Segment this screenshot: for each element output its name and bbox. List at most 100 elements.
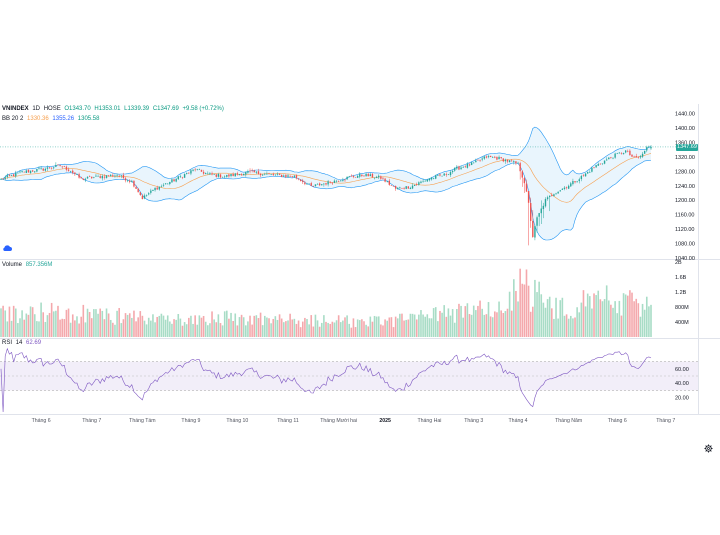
candle-body bbox=[105, 175, 108, 179]
volume-bar bbox=[544, 307, 547, 337]
bb-legend[interactable]: BB 20 2 1330.36 1355.26 1305.58 bbox=[2, 115, 101, 123]
volume-bar bbox=[274, 316, 277, 337]
candle-body bbox=[175, 178, 177, 182]
candle-body bbox=[304, 182, 306, 185]
volume-bar bbox=[276, 319, 279, 337]
candle-body bbox=[226, 174, 228, 177]
volume-bar bbox=[460, 305, 462, 337]
candle-body bbox=[289, 176, 291, 177]
volume-bar bbox=[519, 268, 521, 337]
candle-body bbox=[29, 170, 32, 174]
candle-body bbox=[257, 171, 260, 174]
candle-body bbox=[371, 173, 374, 178]
gear-icon[interactable] bbox=[704, 444, 713, 453]
rsi-legend[interactable]: RSI 14 62.69 bbox=[2, 339, 43, 347]
candle-body bbox=[426, 179, 428, 182]
volume-bar bbox=[84, 322, 87, 337]
bb-basis-line bbox=[0, 153, 652, 203]
candle-body bbox=[390, 185, 393, 186]
candle-body bbox=[337, 181, 340, 182]
volume-bar bbox=[175, 319, 177, 337]
bb-upper-line bbox=[0, 126, 652, 181]
volume-bar bbox=[188, 317, 190, 337]
volume-bar bbox=[386, 320, 389, 337]
volume-bar bbox=[6, 321, 9, 337]
candle-body bbox=[19, 171, 21, 173]
volume-bar bbox=[650, 304, 652, 337]
candle-body bbox=[50, 167, 53, 169]
time-tick-label: Tháng Hai bbox=[417, 418, 441, 424]
candle-body bbox=[354, 176, 357, 178]
volume-bar bbox=[71, 314, 74, 337]
candle-body bbox=[209, 173, 211, 175]
candle-body bbox=[173, 179, 175, 182]
candle-body bbox=[523, 178, 526, 184]
candle-body bbox=[306, 183, 308, 185]
volume-bar bbox=[574, 317, 576, 337]
candle-body bbox=[538, 213, 540, 217]
volume-bar bbox=[139, 311, 142, 337]
candle-body bbox=[86, 176, 89, 179]
volume-bar bbox=[4, 310, 7, 337]
volume-bar bbox=[645, 296, 648, 337]
volume-bar bbox=[485, 314, 488, 337]
volume-bar bbox=[261, 325, 264, 337]
volume-bar bbox=[451, 309, 454, 337]
volume-bar bbox=[633, 301, 635, 337]
volume-bar bbox=[74, 320, 76, 337]
volume-bar bbox=[597, 290, 600, 337]
candle-body bbox=[603, 160, 606, 164]
candle-body bbox=[620, 153, 623, 154]
candle-body bbox=[643, 150, 646, 154]
interval-label[interactable]: 1D bbox=[32, 106, 41, 112]
volume-value: 857.356M bbox=[25, 262, 53, 268]
candle-body bbox=[462, 167, 464, 168]
candle-body bbox=[95, 175, 97, 177]
bb-upper-value: 1355.26 bbox=[52, 116, 75, 122]
candle-body bbox=[183, 174, 186, 178]
volume-tick-label: 1.6B bbox=[675, 275, 687, 281]
volume-bar bbox=[643, 309, 646, 337]
candle-body bbox=[435, 175, 437, 179]
candle-body bbox=[517, 162, 519, 164]
candle-body bbox=[650, 146, 652, 149]
candle-body bbox=[616, 153, 618, 155]
candle-body bbox=[268, 173, 270, 175]
candle-body bbox=[589, 172, 591, 173]
candle-body bbox=[555, 193, 557, 195]
volume-bar bbox=[464, 306, 467, 337]
volume-bar bbox=[185, 324, 188, 337]
candle-body bbox=[325, 183, 327, 185]
candle-body bbox=[177, 176, 179, 180]
candle-body bbox=[388, 180, 391, 185]
bb-lower-value: 1305.58 bbox=[77, 116, 100, 122]
candle-body bbox=[17, 172, 19, 174]
symbol-name[interactable]: VNINDEX bbox=[2, 106, 29, 112]
volume-bar bbox=[586, 293, 589, 337]
candle-body bbox=[367, 173, 369, 177]
volume-bar bbox=[90, 318, 93, 337]
candle-body bbox=[622, 153, 625, 155]
candle-body bbox=[76, 174, 78, 175]
candle-body bbox=[112, 175, 114, 177]
candle-body bbox=[346, 176, 348, 180]
candle-body bbox=[93, 177, 95, 178]
volume-bar bbox=[268, 318, 270, 337]
volume-bar bbox=[415, 319, 418, 337]
volume-bar bbox=[333, 322, 336, 337]
candle-body bbox=[129, 180, 131, 182]
volume-bar bbox=[135, 321, 137, 337]
volume-legend[interactable]: Volume 857.356M bbox=[2, 261, 54, 269]
volume-bar bbox=[133, 310, 135, 337]
cloud-icon[interactable] bbox=[2, 244, 12, 252]
candle-body bbox=[549, 195, 551, 198]
candle-body bbox=[143, 195, 146, 199]
volume-bar bbox=[223, 311, 226, 337]
volume-bar bbox=[498, 301, 500, 337]
volume-bar bbox=[350, 327, 353, 337]
candle-body bbox=[567, 185, 570, 189]
candle-body bbox=[403, 188, 405, 189]
time-tick-label: Tháng 10 bbox=[226, 418, 248, 424]
